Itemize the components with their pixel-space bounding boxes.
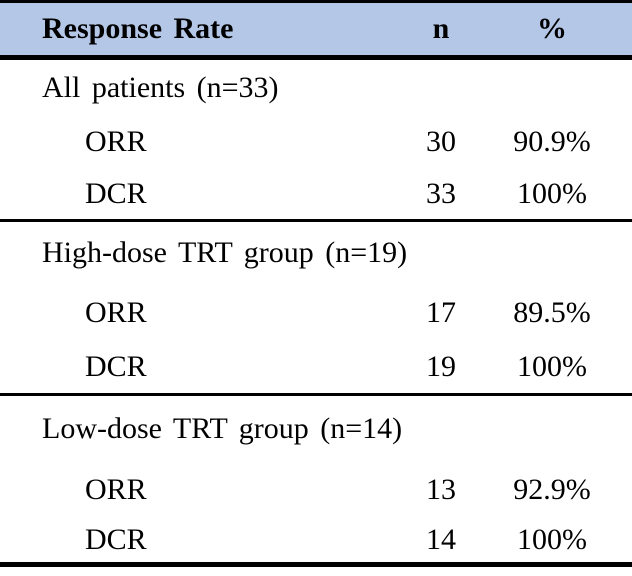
section-low-dose-trt: Low-dose TRT group (n=14) ORR 13 92.9% D… (0, 396, 632, 567)
column-header-response-rate: Response Rate (42, 12, 234, 45)
n-value: 30 (426, 125, 456, 158)
n-value: 14 (426, 523, 456, 556)
percent-value: 92.9% (513, 473, 591, 506)
row-label: ORR (85, 295, 147, 329)
table-row: DCR 19 100% (0, 341, 632, 393)
section-high-dose-trt: High-dose TRT group (n=19) ORR 17 89.5% … (0, 222, 632, 396)
group-label: High-dose TRT group (n=19) (42, 236, 408, 269)
table-row: ORR 13 92.9% (0, 462, 632, 518)
column-header-percent: % (537, 12, 567, 45)
table-row: DCR 14 100% (0, 518, 632, 562)
table-header-row: Response Rate n % (0, 3, 632, 60)
row-label: DCR (85, 176, 147, 210)
section-all-patients: All patients (n=33) ORR 30 90.9% DCR 33 … (0, 60, 632, 222)
n-value: 19 (426, 350, 456, 383)
group-label: All patients (n=33) (42, 71, 279, 104)
row-label: DCR (85, 523, 147, 556)
group-label: Low-dose TRT group (n=14) (42, 412, 403, 445)
percent-value: 89.5% (513, 295, 591, 329)
n-value: 33 (426, 176, 456, 210)
percent-value: 100% (517, 523, 587, 556)
group-header-row: All patients (n=33) (0, 60, 632, 116)
column-header-n: n (432, 12, 450, 45)
row-label: ORR (85, 125, 147, 158)
table-row: ORR 30 90.9% (0, 116, 632, 168)
table-row: DCR 33 100% (0, 168, 632, 219)
row-label: ORR (85, 473, 147, 506)
table-row: ORR 17 89.5% (0, 284, 632, 341)
percent-value: 100% (517, 350, 587, 383)
group-header-row: Low-dose TRT group (n=14) (0, 396, 632, 462)
n-value: 17 (426, 295, 456, 329)
group-header-row: High-dose TRT group (n=19) (0, 222, 632, 284)
percent-value: 100% (517, 176, 587, 210)
row-label: DCR (85, 350, 147, 383)
n-value: 13 (426, 473, 456, 506)
percent-value: 90.9% (513, 125, 591, 158)
